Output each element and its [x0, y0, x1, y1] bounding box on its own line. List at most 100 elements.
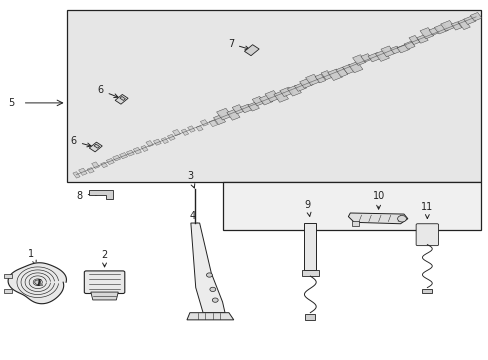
Text: 8: 8: [77, 191, 99, 201]
Polygon shape: [141, 145, 148, 152]
Bar: [3, 274, 12, 278]
Polygon shape: [172, 130, 180, 136]
Polygon shape: [463, 16, 475, 24]
Polygon shape: [287, 85, 301, 96]
Polygon shape: [181, 129, 188, 135]
Text: 9: 9: [304, 200, 310, 216]
Text: 5: 5: [8, 98, 14, 108]
Polygon shape: [259, 95, 272, 105]
Bar: [301, 270, 319, 276]
Bar: [66, 10, 480, 182]
Polygon shape: [419, 28, 433, 39]
Polygon shape: [153, 139, 161, 145]
Polygon shape: [327, 69, 342, 81]
Polygon shape: [232, 105, 244, 114]
Circle shape: [35, 280, 41, 284]
Polygon shape: [145, 140, 153, 147]
Polygon shape: [367, 53, 381, 62]
Polygon shape: [167, 134, 175, 140]
Polygon shape: [351, 221, 358, 226]
Polygon shape: [342, 64, 354, 74]
Polygon shape: [112, 155, 120, 161]
Polygon shape: [440, 21, 454, 31]
FancyBboxPatch shape: [415, 224, 438, 246]
Text: 6: 6: [98, 85, 118, 98]
Polygon shape: [450, 22, 461, 30]
Polygon shape: [433, 24, 447, 34]
Polygon shape: [190, 223, 224, 313]
Polygon shape: [87, 167, 94, 173]
Polygon shape: [416, 35, 427, 43]
Polygon shape: [273, 91, 288, 102]
Polygon shape: [115, 94, 128, 104]
Polygon shape: [101, 162, 107, 168]
Polygon shape: [126, 150, 134, 156]
Polygon shape: [240, 104, 252, 113]
Polygon shape: [360, 54, 371, 62]
Polygon shape: [216, 108, 231, 120]
Text: 1: 1: [28, 248, 36, 264]
Ellipse shape: [397, 216, 406, 222]
Polygon shape: [469, 13, 481, 21]
Circle shape: [209, 287, 215, 292]
Polygon shape: [89, 142, 102, 152]
Text: 2: 2: [101, 249, 107, 267]
Polygon shape: [196, 126, 203, 131]
Polygon shape: [94, 144, 100, 148]
Polygon shape: [161, 138, 168, 144]
Polygon shape: [186, 313, 233, 320]
Polygon shape: [247, 102, 259, 111]
Polygon shape: [347, 213, 407, 224]
Text: 4: 4: [189, 211, 197, 228]
Polygon shape: [380, 46, 394, 57]
Polygon shape: [89, 190, 113, 199]
Polygon shape: [91, 162, 99, 168]
Polygon shape: [396, 44, 409, 53]
Polygon shape: [8, 263, 66, 304]
Text: 10: 10: [372, 191, 384, 209]
Polygon shape: [299, 78, 312, 88]
Polygon shape: [106, 158, 114, 165]
Polygon shape: [321, 71, 331, 80]
Polygon shape: [252, 96, 264, 106]
Polygon shape: [348, 62, 362, 73]
Polygon shape: [428, 27, 439, 35]
FancyBboxPatch shape: [84, 271, 124, 293]
Polygon shape: [120, 96, 125, 100]
Bar: [422, 289, 431, 293]
Polygon shape: [335, 67, 347, 77]
Polygon shape: [352, 55, 365, 66]
Polygon shape: [208, 120, 217, 127]
Polygon shape: [264, 91, 279, 102]
Text: L: L: [36, 279, 42, 288]
Polygon shape: [91, 292, 118, 300]
Polygon shape: [305, 74, 319, 85]
Circle shape: [206, 273, 212, 277]
Bar: [3, 289, 12, 293]
Bar: [305, 315, 315, 320]
Circle shape: [212, 298, 218, 302]
Polygon shape: [294, 83, 306, 91]
Polygon shape: [200, 120, 208, 126]
Text: 6: 6: [71, 136, 91, 147]
Polygon shape: [314, 74, 325, 83]
Polygon shape: [408, 35, 419, 45]
Text: 11: 11: [420, 202, 432, 219]
Polygon shape: [119, 153, 127, 159]
Polygon shape: [457, 19, 469, 30]
Polygon shape: [133, 147, 141, 154]
Polygon shape: [213, 115, 225, 125]
Text: 3: 3: [186, 171, 194, 188]
Bar: [304, 223, 316, 270]
Polygon shape: [226, 109, 240, 120]
Polygon shape: [389, 46, 400, 54]
Polygon shape: [375, 50, 388, 62]
Polygon shape: [403, 41, 414, 49]
Bar: [222, 182, 480, 230]
Polygon shape: [79, 168, 87, 175]
Polygon shape: [244, 45, 259, 56]
Polygon shape: [187, 126, 195, 132]
Polygon shape: [73, 172, 80, 178]
Text: 7: 7: [227, 39, 248, 50]
Polygon shape: [279, 87, 292, 96]
